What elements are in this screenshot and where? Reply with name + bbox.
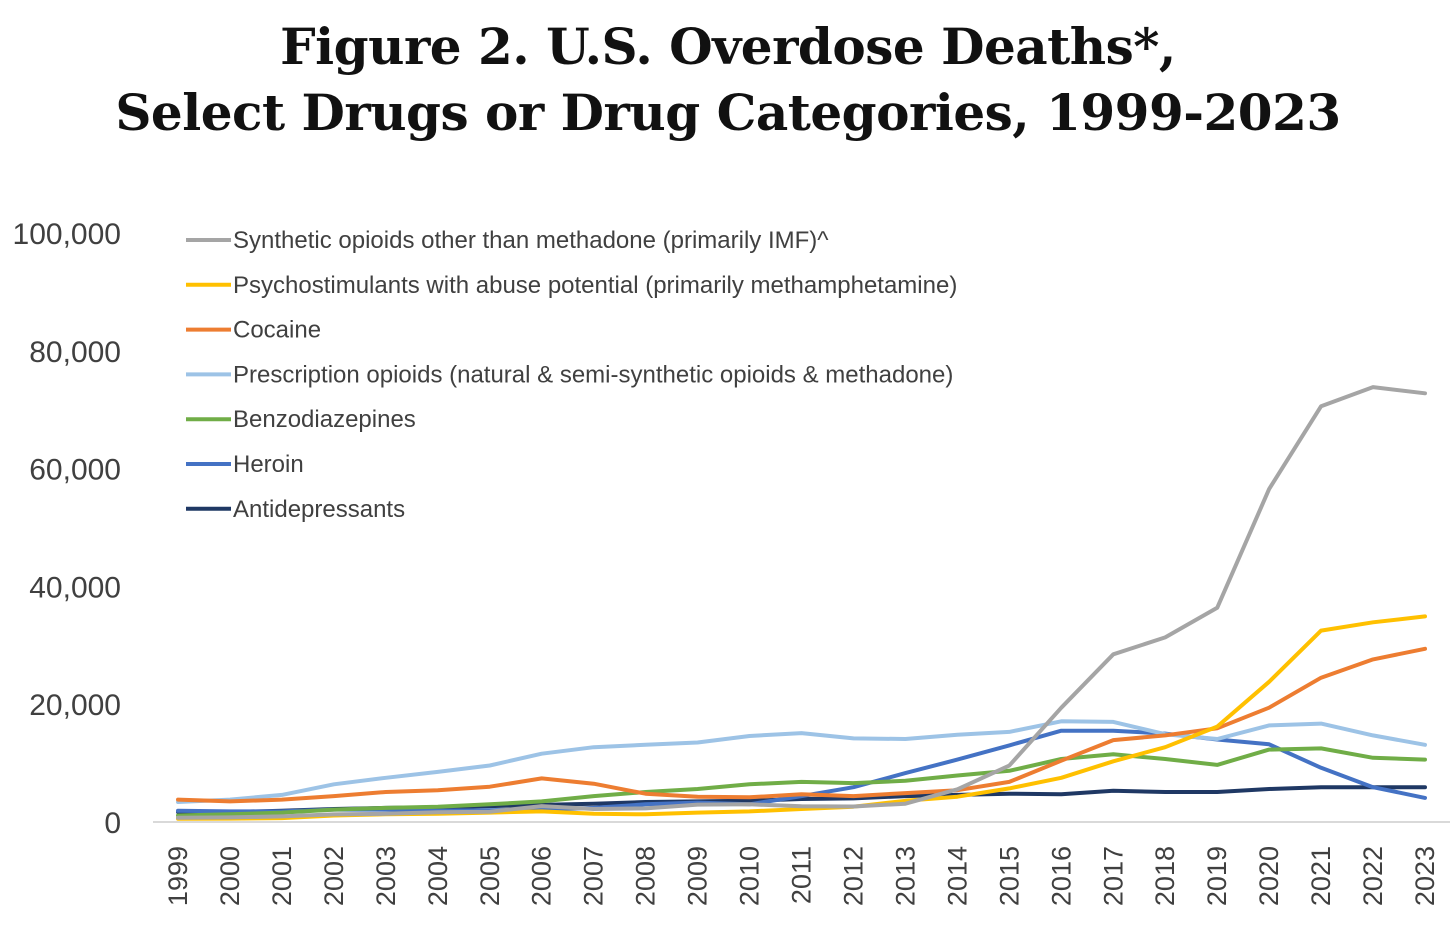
- x-tick-label: 2019: [1202, 846, 1232, 906]
- y-tick-label: 20,000: [29, 689, 121, 722]
- x-tick-label: 2009: [683, 846, 713, 906]
- series-lines: [176, 385, 1427, 821]
- x-tick-label: 2020: [1254, 846, 1284, 906]
- y-tick-label: 80,000: [29, 336, 121, 369]
- chart-title-line-1: Figure 2. U.S. Overdose Deaths*,: [280, 17, 1176, 76]
- chart-title: Figure 2. U.S. Overdose Deaths*, Select …: [0, 14, 1456, 146]
- legend-label: Cocaine: [233, 317, 321, 344]
- x-tick-label: 1999: [163, 846, 193, 906]
- series-line: [176, 719, 1427, 804]
- legend-label: Prescription opioids (natural & semi-syn…: [233, 361, 953, 388]
- x-tick-label: 2017: [1098, 846, 1128, 906]
- y-axis-ticks: 0 20,000 40,000 60,000 80,000 100,000: [13, 218, 121, 840]
- x-tick-label: 2015: [994, 846, 1024, 906]
- legend-label: Benzodiazepines: [233, 406, 416, 433]
- legend: Synthetic opioids other than methadone (…: [186, 227, 957, 523]
- x-tick-label: 2001: [267, 846, 297, 906]
- x-tick-label: 2010: [735, 846, 765, 906]
- x-tick-label: 2013: [890, 846, 920, 906]
- x-tick-label: 2002: [319, 846, 349, 906]
- series-line: [176, 614, 1427, 821]
- y-tick-label: 40,000: [29, 571, 121, 604]
- x-tick-label: 2021: [1306, 846, 1336, 906]
- y-tick-label: 100,000: [13, 218, 121, 251]
- y-tick-label: 0: [104, 807, 121, 840]
- x-tick-label: 2000: [215, 846, 245, 906]
- x-tick-label: 2014: [942, 846, 972, 906]
- x-tick-label: 2011: [787, 846, 817, 904]
- x-tick-label: 2012: [838, 846, 868, 906]
- x-tick-label: 2007: [579, 846, 609, 906]
- chart-title-line-2: Select Drugs or Drug Categories, 1999-20…: [115, 83, 1341, 142]
- x-tick-label: 2023: [1410, 846, 1440, 906]
- series-line: [176, 385, 1427, 820]
- legend-label: Synthetic opioids other than methadone (…: [233, 227, 829, 254]
- legend-label: Antidepressants: [233, 496, 405, 523]
- x-tick-label: 2016: [1046, 846, 1076, 906]
- x-tick-label: 2004: [423, 846, 453, 906]
- x-tick-label: 2006: [527, 846, 557, 906]
- x-tick-label: 2018: [1150, 846, 1180, 906]
- legend-label: Heroin: [233, 451, 304, 478]
- legend-label: Psychostimulants with abuse potential (p…: [233, 272, 957, 299]
- x-tick-label: 2005: [475, 846, 505, 906]
- series-line: [176, 746, 1427, 818]
- y-tick-label: 60,000: [29, 454, 121, 487]
- x-tick-label: 2008: [631, 846, 661, 906]
- x-tick-label: 2003: [371, 846, 401, 906]
- x-tick-label: 2022: [1358, 846, 1388, 906]
- x-axis-ticks: 1999 2000 2001 2002 2003 2004 2005 2006 2007 2008…: [163, 846, 1440, 906]
